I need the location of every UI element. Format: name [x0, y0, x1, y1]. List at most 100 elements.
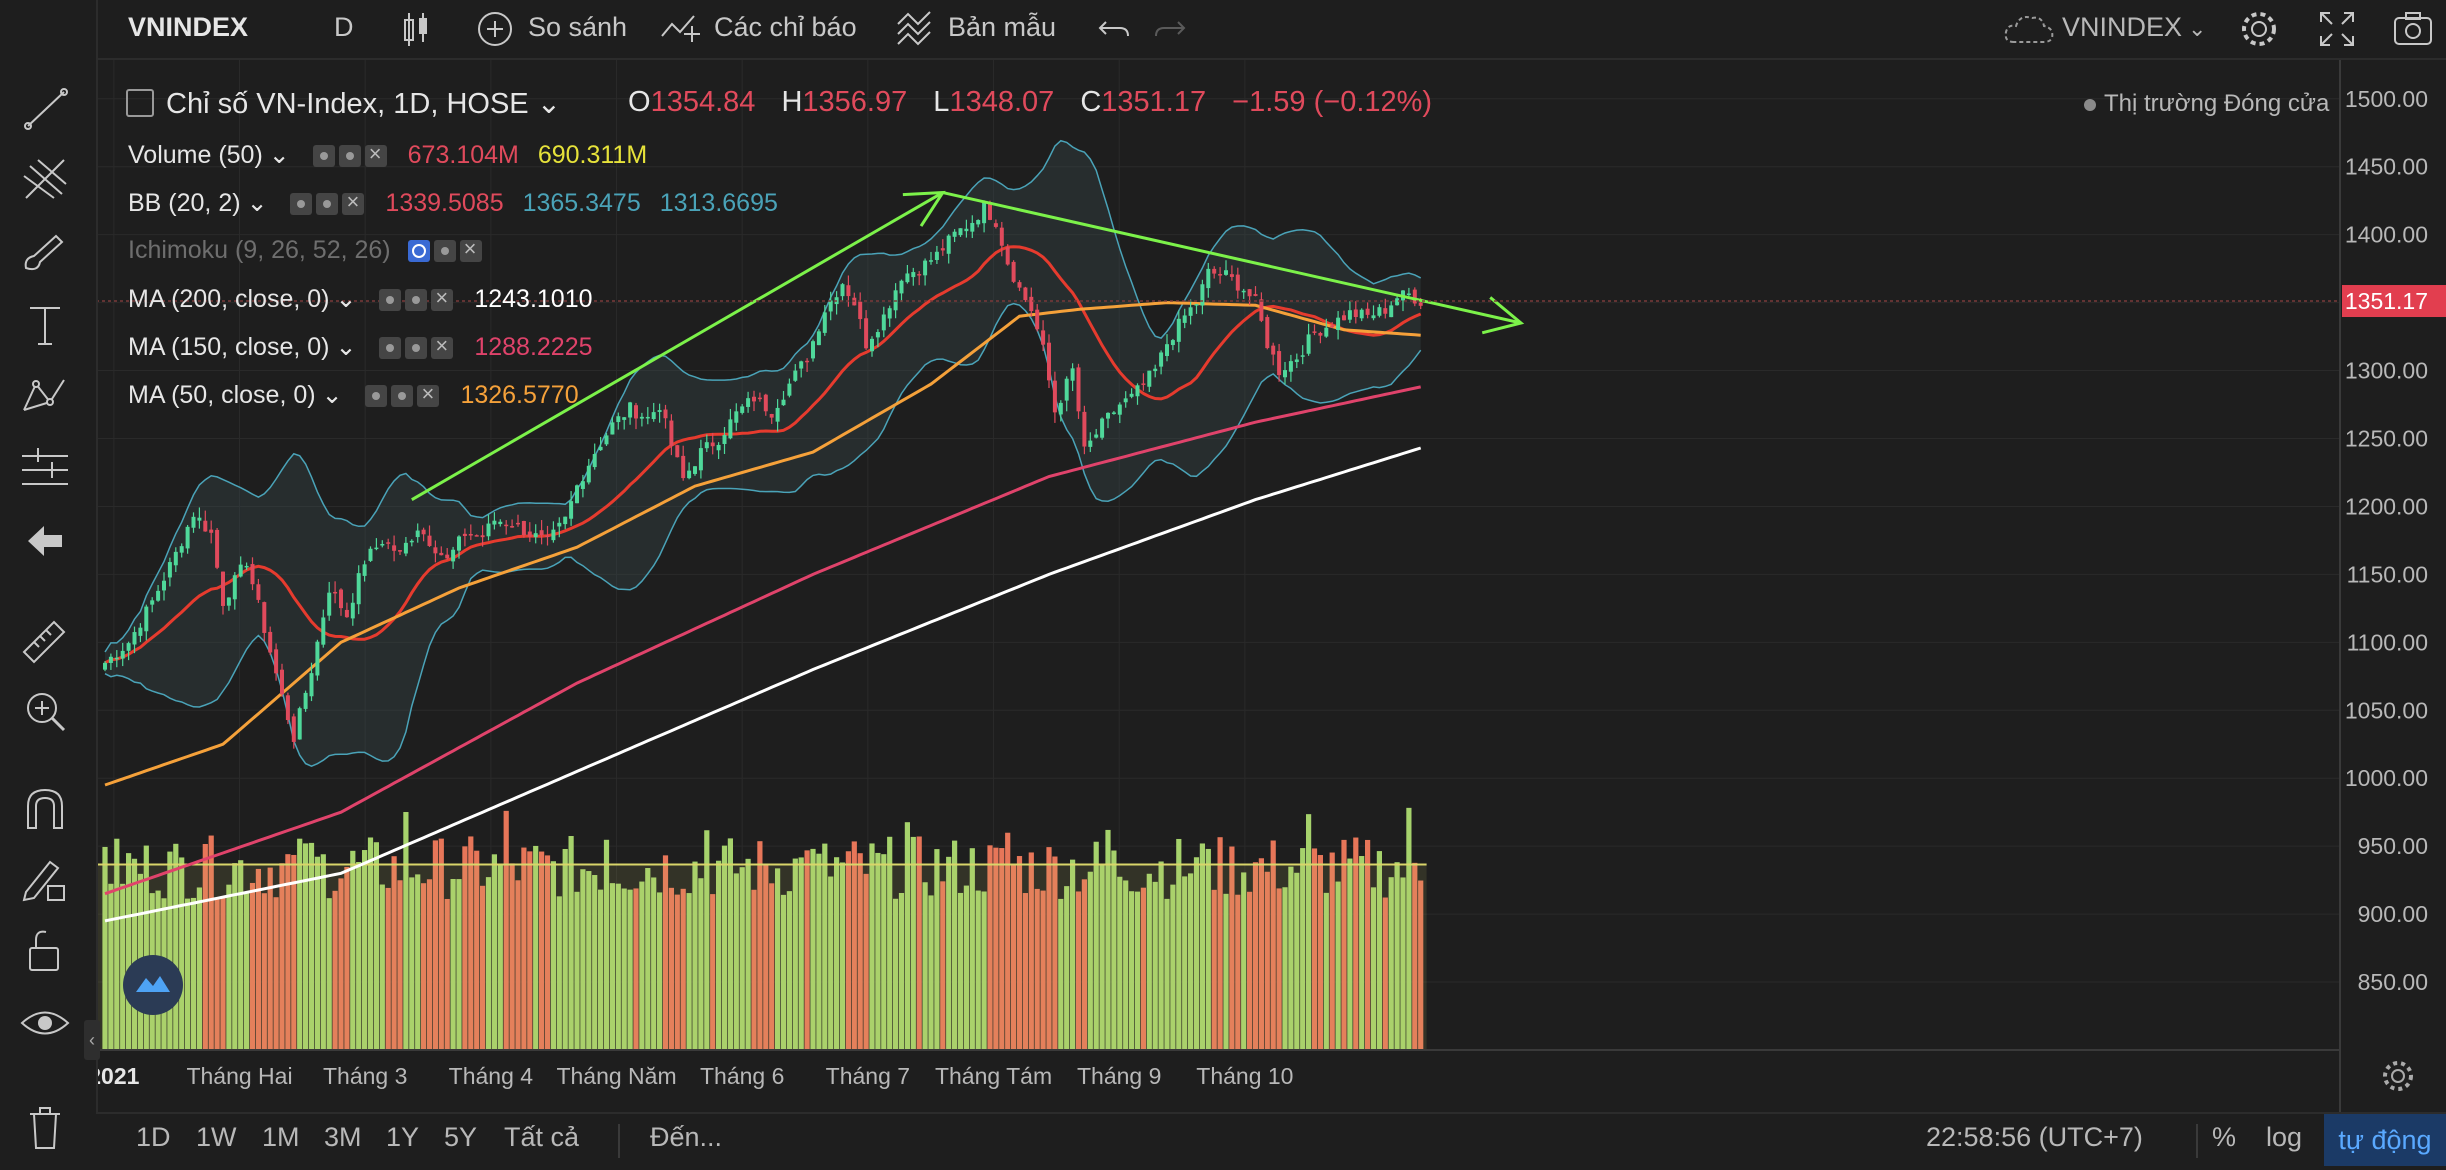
eye-icon[interactable]: [312, 145, 335, 168]
camera-icon[interactable]: [2392, 10, 2434, 48]
candle-body: [899, 280, 904, 294]
close-icon[interactable]: [364, 141, 387, 168]
lock-pencil-icon[interactable]: [14, 852, 76, 906]
legend-title[interactable]: Chỉ số VN-Index, 1D, HOSE ⌄: [126, 86, 561, 121]
layout-symbol-label[interactable]: VNINDEX: [2062, 12, 2183, 42]
candle: [521, 520, 526, 538]
eye-icon[interactable]: [14, 996, 76, 1050]
add-compare-icon[interactable]: [476, 10, 514, 48]
chevron-down-icon[interactable]: ⌄: [321, 381, 343, 409]
close-icon[interactable]: [431, 285, 454, 312]
candle: [716, 442, 721, 460]
candle-body: [403, 542, 408, 554]
gear-icon[interactable]: [433, 240, 456, 263]
candle: [1383, 298, 1388, 319]
trend-line-icon[interactable]: [14, 82, 76, 136]
eye-icon[interactable]: [379, 289, 402, 312]
interval-button[interactable]: D: [334, 12, 354, 42]
collapse-handle[interactable]: ‹: [84, 1020, 100, 1060]
candle-body: [374, 547, 379, 550]
magnet-icon[interactable]: [14, 782, 76, 836]
pattern-icon[interactable]: [14, 370, 76, 424]
redo-icon[interactable]: [1152, 12, 1186, 44]
gear-icon[interactable]: [2238, 8, 2280, 50]
unlock-icon[interactable]: [14, 924, 76, 978]
volume-bar: [297, 838, 303, 1050]
ruler-icon[interactable]: [14, 612, 76, 666]
chevron-down-icon[interactable]: ⌄: [335, 285, 357, 313]
prediction-tool-icon[interactable]: [14, 442, 76, 496]
gear-icon[interactable]: [405, 289, 428, 312]
templates-button[interactable]: Bản mẫu: [948, 12, 1057, 42]
eye-icon[interactable]: [290, 193, 313, 216]
auto-scale-toggle[interactable]: tự động: [2324, 1114, 2446, 1166]
gear-icon[interactable]: [405, 337, 428, 360]
volume-bar: [887, 836, 893, 1050]
close-icon[interactable]: [342, 189, 365, 216]
fullscreen-icon[interactable]: [2318, 10, 2356, 48]
range-1d[interactable]: 1D: [136, 1122, 171, 1152]
candle: [451, 546, 456, 569]
volume-bar: [391, 856, 397, 1050]
gear-icon[interactable]: [391, 385, 414, 408]
volume-bar: [308, 842, 315, 1050]
candle: [1029, 287, 1034, 317]
legend-ma150[interactable]: MA (150, close, 0)⌄ 1288.2225: [128, 332, 593, 362]
zoom-in-icon[interactable]: [14, 682, 76, 736]
range-1w[interactable]: 1W: [196, 1122, 237, 1152]
legend-volume[interactable]: Volume (50)⌄ 673.104M 690.311M: [128, 140, 647, 170]
indicators-button[interactable]: Các chỉ báo: [714, 12, 857, 42]
undo-icon[interactable]: [1098, 12, 1132, 44]
tradingview-logo-icon[interactable]: [122, 954, 184, 1016]
chevron-down-icon[interactable]: ⌄: [268, 141, 290, 169]
uptrend-arrow[interactable]: [411, 191, 944, 501]
brush-icon[interactable]: [14, 226, 76, 280]
gear-icon[interactable]: [338, 145, 361, 168]
range-5y[interactable]: 5Y: [444, 1122, 478, 1152]
candle: [327, 581, 332, 621]
candle-body: [1330, 325, 1335, 328]
close-icon[interactable]: [459, 236, 482, 263]
chevron-down-icon[interactable]: ⌄: [335, 333, 357, 361]
chevron-down-icon[interactable]: ⌄: [2188, 16, 2207, 41]
cloud-icon[interactable]: [2002, 12, 2056, 46]
log-toggle[interactable]: log: [2266, 1122, 2303, 1152]
close-icon[interactable]: [431, 333, 454, 360]
range-3m[interactable]: 3M: [324, 1122, 362, 1152]
trash-icon[interactable]: [14, 1100, 76, 1154]
clock[interactable]: 22:58:56 (UTC+7): [1926, 1122, 2143, 1152]
chevron-down-icon[interactable]: ⌄: [246, 189, 268, 217]
indicators-icon[interactable]: [660, 12, 704, 46]
range-1y[interactable]: 1Y: [386, 1122, 420, 1152]
range-all[interactable]: Tất cả: [504, 1122, 580, 1152]
symbol-label[interactable]: VNINDEX: [128, 12, 249, 42]
collapse-legend-icon[interactable]: [126, 89, 154, 118]
text-tool-icon[interactable]: [14, 298, 76, 352]
legend-bb[interactable]: BB (20, 2)⌄ 1339.5085 1365.3475 1313.669…: [128, 188, 778, 218]
legend-ma200[interactable]: MA (200, close, 0)⌄ 1243.1010: [128, 284, 593, 314]
volume-bar: [609, 883, 615, 1050]
candle-body: [209, 529, 214, 533]
close-icon[interactable]: [417, 381, 440, 408]
legend-ma50[interactable]: MA (50, close, 0)⌄ 1326.5770: [128, 380, 579, 410]
legend-ichimoku[interactable]: Ichimoku (9, 26, 52, 26): [128, 236, 486, 265]
y-tick-label: 900.00: [2358, 901, 2428, 927]
back-arrow-icon[interactable]: [14, 514, 76, 568]
candle-body: [1194, 304, 1199, 306]
eye-icon[interactable]: [365, 385, 388, 408]
goto-date-button[interactable]: Đến...: [650, 1122, 723, 1152]
eye-off-icon[interactable]: [407, 240, 430, 263]
candle-body: [1300, 355, 1305, 357]
volume-bar: [963, 885, 969, 1050]
y-tick-label: 1150.00: [2347, 561, 2428, 587]
percent-toggle[interactable]: %: [2212, 1122, 2237, 1152]
settings-gear-icon[interactable]: [2378, 1056, 2418, 1096]
eye-icon[interactable]: [379, 337, 402, 360]
candle-style-icon[interactable]: [398, 10, 434, 48]
range-1m[interactable]: 1M: [262, 1122, 300, 1152]
gear-icon[interactable]: [316, 193, 339, 216]
compare-button[interactable]: So sánh: [528, 12, 628, 42]
templates-icon[interactable]: [896, 10, 938, 48]
pitchfork-icon[interactable]: [14, 154, 76, 208]
